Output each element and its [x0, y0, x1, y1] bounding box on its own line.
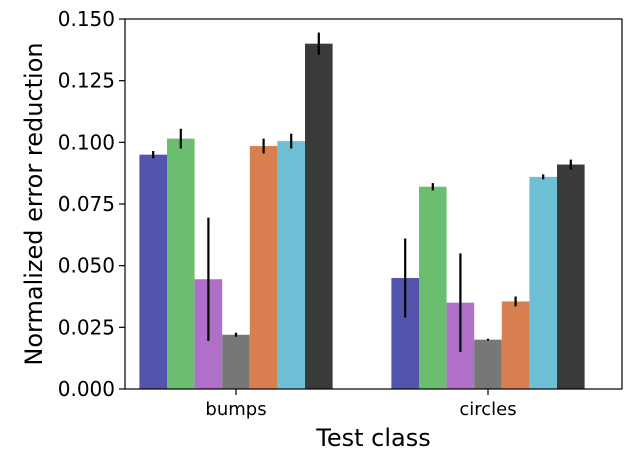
bar-bumps-series-4	[222, 334, 250, 389]
x-axis: bumps circles	[205, 389, 517, 420]
bar-circles-series-6	[529, 176, 557, 389]
y-tick-label: 0.000	[58, 377, 115, 401]
bars-layer	[139, 43, 585, 390]
error-bars-layer	[152, 32, 572, 352]
bar-circles-series-2	[419, 186, 447, 389]
x-tick-label-bumps: bumps	[205, 399, 266, 420]
y-tick-label: 0.050	[58, 254, 115, 278]
bar-bumps-series-5	[249, 146, 278, 389]
y-tick-label: 0.100	[58, 130, 115, 154]
y-tick-label: 0.125	[58, 69, 115, 93]
bar-bumps-series-2	[167, 138, 195, 389]
x-tick-label-circles: circles	[459, 399, 516, 420]
bar-circles-series-4	[474, 339, 502, 389]
y-tick-label: 0.075	[58, 192, 115, 216]
y-tick-label: 0.025	[58, 315, 115, 339]
y-axis-title: Normalized error reduction	[20, 42, 48, 365]
bar-bumps-series-6	[277, 141, 305, 389]
bar-circles-series-5	[501, 301, 530, 389]
bar-circles-series-7	[557, 164, 585, 389]
y-tick-label: 0.150	[58, 7, 115, 31]
bar-bumps-series-7	[305, 43, 333, 390]
x-axis-title: Test class	[315, 424, 430, 452]
y-axis: 0.000 0.025 0.050 0.075 0.100 0.125 0.150	[58, 7, 125, 401]
bar-bumps-series-1	[139, 154, 167, 389]
